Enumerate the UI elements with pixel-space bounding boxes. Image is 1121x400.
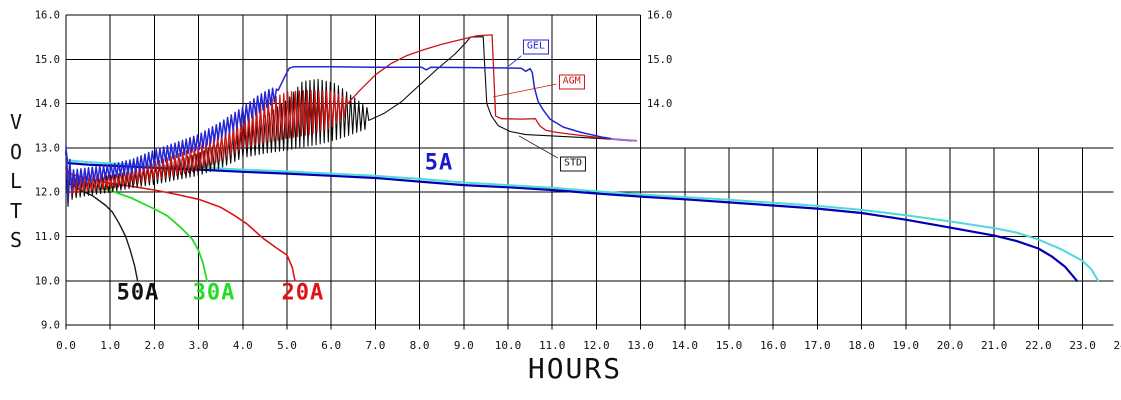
svg-text:20.0: 20.0	[937, 339, 964, 352]
curve-label-50a: 50A	[116, 280, 160, 306]
curve-label-agm-box: AGM	[558, 74, 585, 90]
svg-text:12.0: 12.0	[583, 339, 610, 352]
x-axis-tick-labels: 0.0 1.0 2.0 3.0 4.0 5.0 6.0 7.0 8.0 9.0 10.0 11.0 12…	[56, 339, 1121, 352]
svg-text:19.0: 19.0	[893, 339, 920, 352]
svg-text:17.0: 17.0	[804, 339, 831, 352]
svg-text:13.0: 13.0	[627, 339, 654, 352]
y-axis-right-tick-labels: 16.0 15.0 14.0	[647, 10, 672, 111]
svg-text:10.0: 10.0	[495, 339, 522, 352]
svg-text:18.0: 18.0	[848, 339, 875, 352]
y-axis-title-volts: V O L T S	[9, 110, 23, 252]
svg-text:12.0: 12.0	[35, 187, 60, 199]
svg-text:1.0: 1.0	[100, 339, 120, 352]
svg-text:15.0: 15.0	[716, 339, 743, 352]
series-gel-agm-overlap-tail	[610, 138, 638, 142]
svg-text:4.0: 4.0	[233, 339, 253, 352]
series-layer	[64, 34, 1100, 282]
svg-text:11.0: 11.0	[539, 339, 566, 352]
x-axis-title-hours: HOURS	[527, 352, 623, 385]
y-axis-left-tick-labels: 16.0 15.0 14.0 13.0 12.0 11.0 10.0 9.0	[35, 10, 60, 332]
curve-label-30a: 30A	[192, 280, 236, 306]
svg-text:9.0: 9.0	[454, 339, 474, 352]
svg-text:2.0: 2.0	[144, 339, 164, 352]
svg-text:22.0: 22.0	[1025, 339, 1052, 352]
series-charge-std	[65, 36, 617, 207]
curve-label-gel-box: GEL	[522, 39, 549, 55]
svg-text:9.0: 9.0	[41, 320, 60, 332]
svg-text:6.0: 6.0	[321, 339, 341, 352]
svg-text:0.0: 0.0	[56, 339, 76, 352]
svg-text:14.0: 14.0	[35, 98, 60, 110]
svg-text:7.0: 7.0	[365, 339, 385, 352]
series-discharge-5a	[64, 151, 1078, 282]
svg-text:13.0: 13.0	[35, 142, 60, 154]
svg-text:24.0: 24.0	[1114, 339, 1121, 352]
curve-label-20a: 20A	[281, 280, 325, 306]
svg-text:16.0: 16.0	[647, 10, 672, 22]
svg-text:16.0: 16.0	[760, 339, 787, 352]
svg-text:16.0: 16.0	[35, 10, 60, 22]
svg-text:15.0: 15.0	[647, 54, 672, 66]
svg-text:23.0: 23.0	[1069, 339, 1096, 352]
svg-text:5.0: 5.0	[277, 339, 297, 352]
svg-text:11.0: 11.0	[35, 231, 60, 243]
series-charge-gel	[65, 66, 633, 201]
annotation-leader-lines	[492, 55, 559, 159]
curve-label-5a: 5A	[424, 150, 454, 176]
svg-text:3.0: 3.0	[189, 339, 209, 352]
svg-text:14.0: 14.0	[647, 98, 672, 110]
svg-text:8.0: 8.0	[410, 339, 430, 352]
svg-text:14.0: 14.0	[672, 339, 699, 352]
svg-text:10.0: 10.0	[35, 275, 60, 287]
curve-label-std-box: STD	[559, 156, 586, 172]
svg-text:15.0: 15.0	[35, 54, 60, 66]
svg-text:21.0: 21.0	[981, 339, 1008, 352]
